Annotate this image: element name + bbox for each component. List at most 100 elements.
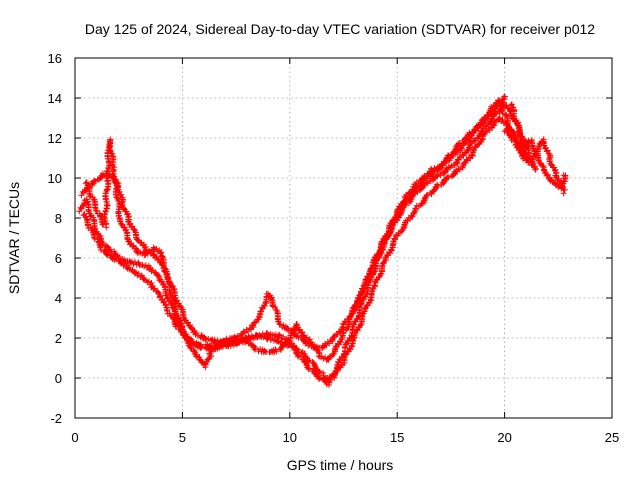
data-point bbox=[211, 336, 218, 343]
data-point bbox=[362, 293, 369, 300]
data-point bbox=[418, 185, 425, 192]
data-point bbox=[183, 331, 190, 338]
data-point bbox=[275, 318, 282, 325]
data-point bbox=[284, 325, 291, 332]
y-tick-label: -2 bbox=[50, 411, 62, 426]
data-point bbox=[535, 144, 542, 151]
y-tick-label: 14 bbox=[48, 91, 62, 106]
series-track-e bbox=[501, 126, 568, 197]
data-point bbox=[174, 319, 181, 326]
data-point bbox=[161, 280, 167, 287]
data-point bbox=[445, 152, 452, 159]
data-point bbox=[537, 160, 544, 166]
data-point bbox=[445, 164, 452, 170]
y-tick-label: 16 bbox=[48, 51, 62, 66]
data-point bbox=[352, 318, 359, 325]
data-point bbox=[92, 225, 99, 232]
data-point bbox=[117, 218, 124, 224]
data-point bbox=[456, 140, 463, 147]
data-point bbox=[306, 365, 313, 372]
data-point bbox=[366, 300, 373, 306]
data-point bbox=[104, 243, 111, 250]
x-tick-label: 10 bbox=[283, 430, 297, 445]
series-track-d bbox=[76, 115, 530, 384]
data-point bbox=[412, 206, 419, 213]
data-point bbox=[420, 174, 427, 181]
data-point bbox=[195, 341, 202, 348]
plot-frame bbox=[74, 57, 613, 419]
data-point bbox=[328, 353, 334, 360]
series-track-c bbox=[82, 93, 508, 371]
data-point bbox=[305, 366, 312, 372]
data-point bbox=[554, 181, 561, 188]
data-point bbox=[187, 337, 194, 344]
data-point bbox=[561, 186, 568, 193]
data-point bbox=[111, 173, 118, 180]
data-point bbox=[532, 165, 539, 172]
data-point bbox=[451, 171, 458, 178]
data-point bbox=[350, 310, 356, 317]
y-tick-label: 6 bbox=[55, 251, 62, 266]
data-point bbox=[91, 235, 98, 242]
data-point bbox=[108, 248, 115, 255]
data-point bbox=[508, 101, 515, 108]
data-point bbox=[388, 247, 395, 254]
data-point bbox=[272, 304, 279, 310]
data-point bbox=[445, 174, 452, 181]
data-point bbox=[516, 144, 523, 151]
data-point bbox=[501, 93, 508, 100]
data-point bbox=[511, 115, 518, 122]
data-point bbox=[306, 357, 313, 364]
data-point bbox=[327, 376, 334, 383]
data-point bbox=[276, 320, 283, 327]
data-point bbox=[316, 375, 323, 382]
data-point bbox=[392, 236, 398, 243]
data-points bbox=[76, 93, 569, 388]
data-point bbox=[455, 165, 462, 172]
series-track-f bbox=[508, 101, 569, 192]
data-point bbox=[157, 250, 164, 257]
data-point bbox=[505, 126, 512, 133]
x-tick-label: 15 bbox=[390, 430, 404, 445]
data-point bbox=[342, 327, 349, 334]
data-point bbox=[164, 271, 171, 278]
data-point bbox=[281, 336, 288, 343]
data-point bbox=[161, 298, 168, 305]
data-point bbox=[382, 255, 389, 262]
data-point bbox=[423, 192, 430, 199]
data-point bbox=[273, 348, 280, 355]
data-point bbox=[470, 138, 477, 145]
data-point bbox=[487, 110, 494, 117]
data-point bbox=[166, 297, 173, 304]
data-point bbox=[104, 186, 110, 193]
data-point bbox=[445, 152, 451, 159]
y-tick-label: 10 bbox=[48, 171, 62, 186]
data-point bbox=[91, 177, 98, 184]
data-point bbox=[118, 221, 125, 228]
x-tick-label: 20 bbox=[497, 430, 511, 445]
data-point bbox=[475, 141, 482, 148]
data-point bbox=[470, 129, 477, 136]
data-point bbox=[112, 176, 119, 183]
y-tick-label: 8 bbox=[55, 211, 62, 226]
data-point bbox=[120, 205, 127, 212]
chart-title: Day 125 of 2024, Sidereal Day-to-day VTE… bbox=[85, 21, 595, 37]
data-point bbox=[102, 208, 109, 215]
data-point bbox=[197, 344, 204, 351]
data-point bbox=[347, 313, 354, 320]
data-point bbox=[315, 376, 322, 382]
y-axis-label: SDTVAR / TECUs bbox=[6, 182, 22, 294]
data-point bbox=[503, 112, 510, 119]
data-point bbox=[544, 171, 551, 178]
data-point bbox=[104, 251, 111, 258]
data-point bbox=[246, 325, 253, 332]
data-point bbox=[123, 226, 130, 233]
data-point bbox=[179, 324, 185, 331]
data-point bbox=[362, 305, 369, 312]
data-point bbox=[340, 330, 347, 337]
data-point bbox=[380, 260, 387, 267]
data-point bbox=[165, 275, 172, 282]
data-point bbox=[560, 172, 567, 179]
